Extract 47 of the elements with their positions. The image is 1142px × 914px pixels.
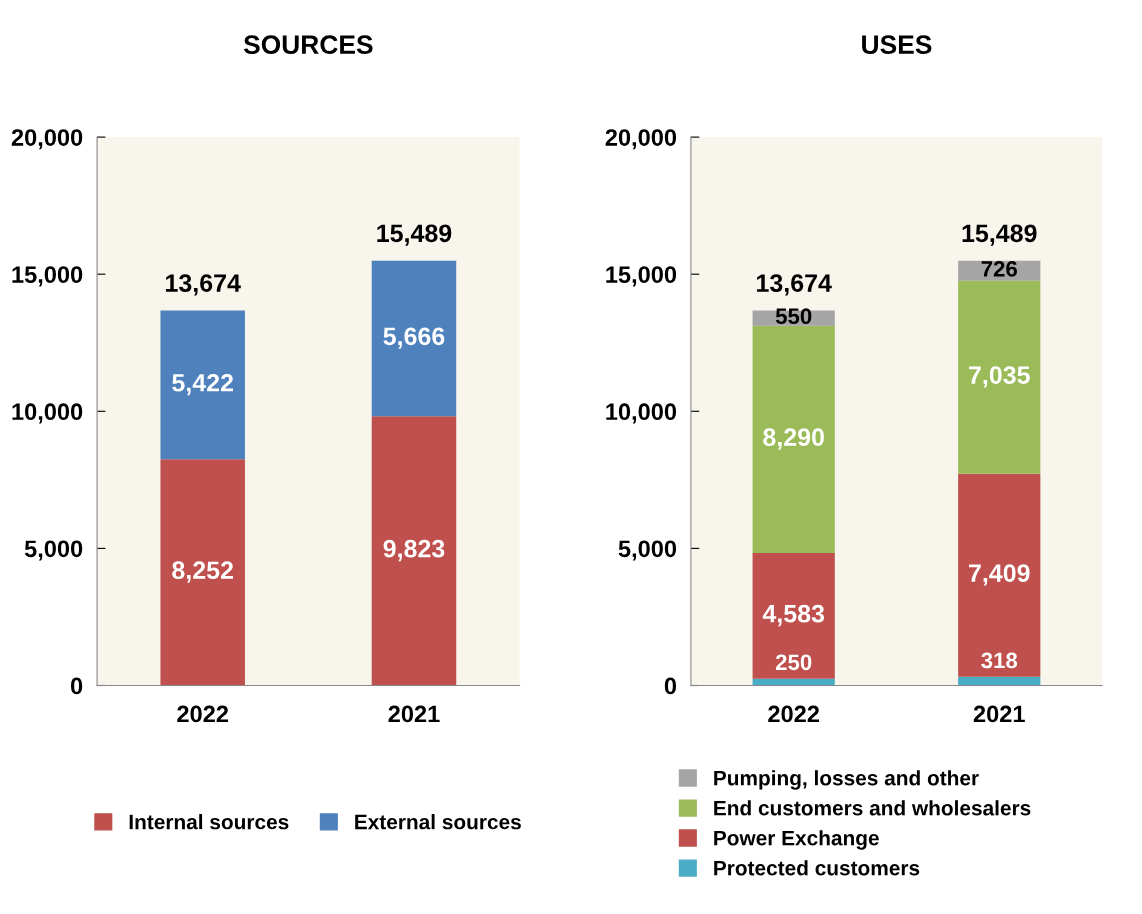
bar — [752, 552, 835, 679]
legend-label: Pumping, losses and other — [714, 770, 979, 790]
y-tick-label: 20,000 — [605, 129, 677, 150]
data-label: 550 — [775, 308, 812, 325]
x-tick-label: 2021 — [973, 705, 1025, 723]
total-label: 13,674 — [757, 274, 832, 296]
legend-label: End customers and wholesalers — [714, 800, 1031, 816]
total-label: 15,489 — [377, 224, 452, 246]
y-tick-label: 15,000 — [12, 266, 83, 287]
data-label: 5,666 — [383, 327, 445, 349]
chart-title: USES — [862, 35, 932, 55]
data-label: 8,252 — [172, 561, 233, 583]
y-tick-label: 10,000 — [12, 403, 83, 424]
bar — [958, 473, 1041, 677]
y-tick-label: 0 — [70, 677, 83, 695]
x-tick-label: 2022 — [177, 705, 229, 723]
bar — [160, 310, 245, 460]
chart-title: SOURCES — [243, 35, 373, 55]
data-label: 9,823 — [383, 539, 445, 562]
legend-label: External sources — [355, 814, 521, 830]
data-label: 5,422 — [172, 373, 233, 396]
bar — [371, 416, 457, 686]
y-tick-label: 10,000 — [606, 403, 677, 424]
data-label: 726 — [981, 261, 1017, 277]
y-tick-label: 0 — [664, 677, 677, 695]
data-label: 250 — [775, 654, 812, 671]
data-label: 7,409 — [969, 564, 1030, 586]
bar — [752, 325, 835, 553]
bar — [160, 459, 245, 686]
data-label: 7,035 — [969, 366, 1030, 388]
legend-label: Power Exchange — [714, 830, 879, 850]
data-label: 8,290 — [763, 428, 824, 450]
bar — [958, 676, 1041, 686]
legend-label: Protected customers — [714, 860, 920, 876]
data-label: 4,583 — [762, 604, 825, 627]
y-tick-label: 5,000 — [618, 540, 677, 561]
y-tick-label: 15,000 — [606, 266, 677, 287]
bar — [371, 260, 457, 417]
x-tick-label: 2022 — [768, 705, 820, 723]
bar — [958, 280, 1041, 474]
total-label: 13,674 — [166, 274, 241, 296]
total-label: 15,489 — [962, 224, 1037, 246]
y-tick-label: 5,000 — [24, 540, 83, 561]
x-tick-label: 2021 — [388, 705, 440, 723]
legend-label: Internal sources — [129, 814, 289, 830]
data-label: 318 — [981, 652, 1018, 669]
y-tick-label: 20,000 — [11, 129, 83, 150]
